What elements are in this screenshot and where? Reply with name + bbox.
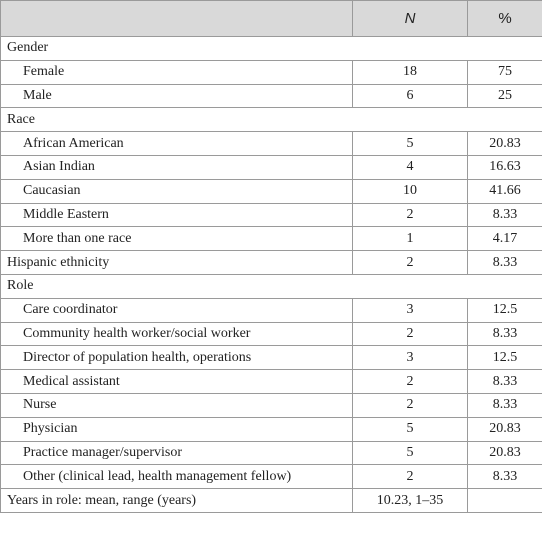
pct-cell: 25 (467, 83, 542, 109)
pct-cell: 16.63 (467, 154, 542, 180)
row-label: Director of population health, operation… (0, 345, 353, 371)
row-label: More than one race (0, 226, 353, 252)
n-cell: 4 (352, 154, 468, 180)
row-label: African American (0, 131, 353, 156)
table-body: Gender Female 18 75 Male 6 25 Race African Ameri… (0, 36, 542, 513)
row: Other (clinical lead, health management … (0, 464, 542, 490)
row-label: Other (clinical lead, health management … (0, 464, 353, 490)
section-label: Race (0, 107, 542, 133)
n-cell: 5 (352, 131, 468, 156)
row: Hispanic ethnicity 2 8.33 (0, 250, 542, 275)
n-cell: 2 (352, 321, 468, 347)
n-cell: 10.23, 1–35 (352, 488, 468, 513)
row-label: Female (0, 59, 353, 85)
n-cell: 6 (352, 83, 468, 109)
pct-cell: 20.83 (467, 131, 542, 156)
row: Practice manager/supervisor 5 20.83 (0, 440, 542, 466)
row: Nurse 2 8.33 (0, 392, 542, 418)
row: African American 5 20.83 (0, 131, 542, 156)
table-head: N % (0, 0, 542, 37)
header-n: N (352, 0, 468, 37)
row-label: Hispanic ethnicity (0, 250, 353, 275)
pct-cell: 20.83 (467, 440, 542, 466)
pct-cell: 12.5 (467, 297, 542, 323)
row-label: Medical assistant (0, 369, 353, 394)
row: Physician 5 20.83 (0, 416, 542, 442)
pct-cell: 8.33 (467, 250, 542, 275)
n-cell: 2 (352, 464, 468, 490)
n-cell: 2 (352, 250, 468, 275)
row: Middle Eastern 2 8.33 (0, 202, 542, 228)
row: Medical assistant 2 8.33 (0, 369, 542, 394)
pct-cell: 8.33 (467, 369, 542, 394)
row-label: Physician (0, 416, 353, 442)
n-cell: 10 (352, 178, 468, 204)
pct-cell (467, 488, 542, 513)
pct-cell: 41.66 (467, 178, 542, 204)
section-label: Role (0, 273, 542, 299)
row-label: Nurse (0, 392, 353, 418)
pct-cell: 4.17 (467, 226, 542, 252)
row: Years in role: mean, range (years) 10.23,… (0, 488, 542, 513)
header-pct: % (467, 0, 542, 37)
row-label: Caucasian (0, 178, 353, 204)
n-cell: 2 (352, 392, 468, 418)
header-blank (0, 0, 353, 37)
n-cell: 2 (352, 202, 468, 228)
row-label: Middle Eastern (0, 202, 353, 228)
row-label: Male (0, 83, 353, 109)
row: More than one race 1 4.17 (0, 226, 542, 252)
row-label: Care coordinator (0, 297, 353, 323)
demographics-table: N % Gender Female 18 75 Male 6 25 Race African A… (0, 0, 542, 513)
n-cell: 2 (352, 369, 468, 394)
n-cell: 18 (352, 59, 468, 85)
row-label: Asian Indian (0, 154, 353, 180)
section-row: Role (0, 273, 542, 299)
row-label: Community health worker/social worker (0, 321, 353, 347)
row: Caucasian 10 41.66 (0, 178, 542, 204)
row: Community health worker/social worker 2 8.… (0, 321, 542, 347)
row: Care coordinator 3 12.5 (0, 297, 542, 323)
n-cell: 1 (352, 226, 468, 252)
row-label: Practice manager/supervisor (0, 440, 353, 466)
n-cell: 5 (352, 440, 468, 466)
n-cell: 3 (352, 345, 468, 371)
pct-cell: 75 (467, 59, 542, 85)
row: Male 6 25 (0, 83, 542, 109)
pct-cell: 20.83 (467, 416, 542, 442)
pct-cell: 8.33 (467, 392, 542, 418)
section-row: Race (0, 107, 542, 133)
pct-cell: 8.33 (467, 202, 542, 228)
row: Director of population health, operation… (0, 345, 542, 371)
header-row: N % (0, 0, 542, 37)
n-cell: 3 (352, 297, 468, 323)
row: Female 18 75 (0, 59, 542, 85)
pct-cell: 8.33 (467, 464, 542, 490)
section-row: Gender (0, 36, 542, 61)
row-label: Years in role: mean, range (years) (0, 488, 353, 513)
pct-cell: 12.5 (467, 345, 542, 371)
section-label: Gender (0, 36, 542, 61)
n-cell: 5 (352, 416, 468, 442)
pct-cell: 8.33 (467, 321, 542, 347)
row: Asian Indian 4 16.63 (0, 154, 542, 180)
